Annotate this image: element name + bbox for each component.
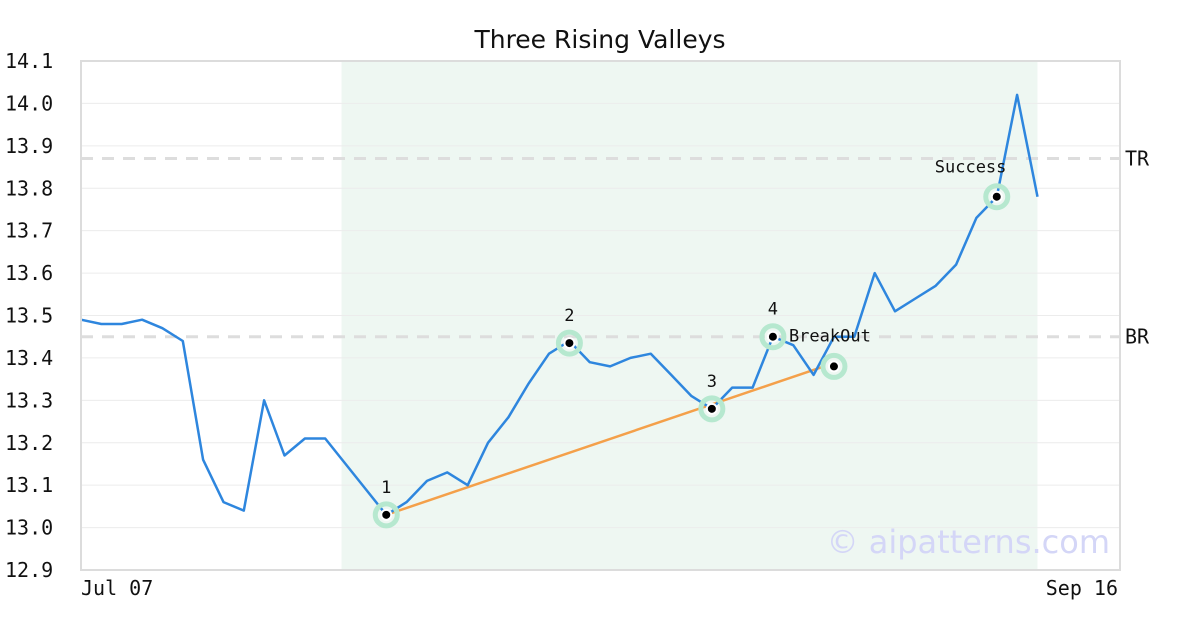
point-label: 1 — [381, 478, 391, 498]
x-tick-label: Jul 07 — [81, 576, 153, 600]
point-marker — [705, 402, 718, 415]
point-halo — [759, 323, 787, 351]
watermark-layer: © aipatterns.com — [827, 523, 1110, 561]
y-tick-label: 13.9 — [5, 134, 53, 158]
point-marker-layer: 1 2 3 4 BreakOut Success — [372, 158, 1011, 529]
point-halo — [698, 395, 726, 423]
y-tick-label: 13.4 — [5, 346, 53, 370]
point-label: 4 — [768, 300, 778, 320]
point-label: 3 — [707, 372, 717, 392]
y-tick-label: 13.7 — [5, 219, 53, 243]
y-tick-label: 14.0 — [5, 91, 53, 115]
valley-trendline — [385, 365, 825, 517]
x-tick-label-layer: Jul 07 Sep 16 — [81, 576, 1118, 600]
y-tick-label: 13.5 — [5, 304, 53, 328]
x-tick-label: Sep 16 — [1046, 576, 1118, 600]
point-halo — [820, 352, 848, 380]
y-tick-label: 13.6 — [5, 261, 53, 285]
y-tick-label: 13.3 — [5, 388, 53, 412]
level-label: TR — [1125, 147, 1150, 171]
point-label: Success — [935, 158, 1007, 178]
y-tick-label: 13.0 — [5, 516, 53, 540]
trendline-layer — [385, 365, 825, 517]
point-label: 2 — [564, 306, 574, 326]
point-halo — [372, 501, 400, 529]
point-marker — [380, 508, 393, 521]
point-marker — [990, 190, 1003, 203]
point-label: BreakOut — [789, 326, 871, 346]
plot-frame — [80, 60, 1121, 571]
point-halo — [555, 329, 583, 357]
y-tick-label: 13.2 — [5, 431, 53, 455]
y-tick-label: 12.9 — [5, 558, 53, 582]
chart-title: Three Rising Valleys — [473, 25, 725, 54]
level-line-layer: TR BR — [81, 147, 1150, 349]
y-tick-label: 13.8 — [5, 176, 53, 200]
point-marker — [563, 337, 576, 350]
y-tick-label: 14.1 — [5, 49, 53, 73]
watermark: © aipatterns.com — [827, 523, 1110, 561]
gridline-layer — [81, 60, 1120, 571]
point-marker — [766, 330, 779, 343]
level-label: BR — [1125, 325, 1150, 349]
y-tick-label-layer: 12.9 13.0 13.1 13.2 13.3 13.4 13.5 13.6 13.7 13.8… — [5, 49, 53, 582]
y-tick-label: 13.1 — [5, 473, 53, 497]
point-halo — [983, 183, 1011, 211]
point-marker — [827, 360, 840, 373]
